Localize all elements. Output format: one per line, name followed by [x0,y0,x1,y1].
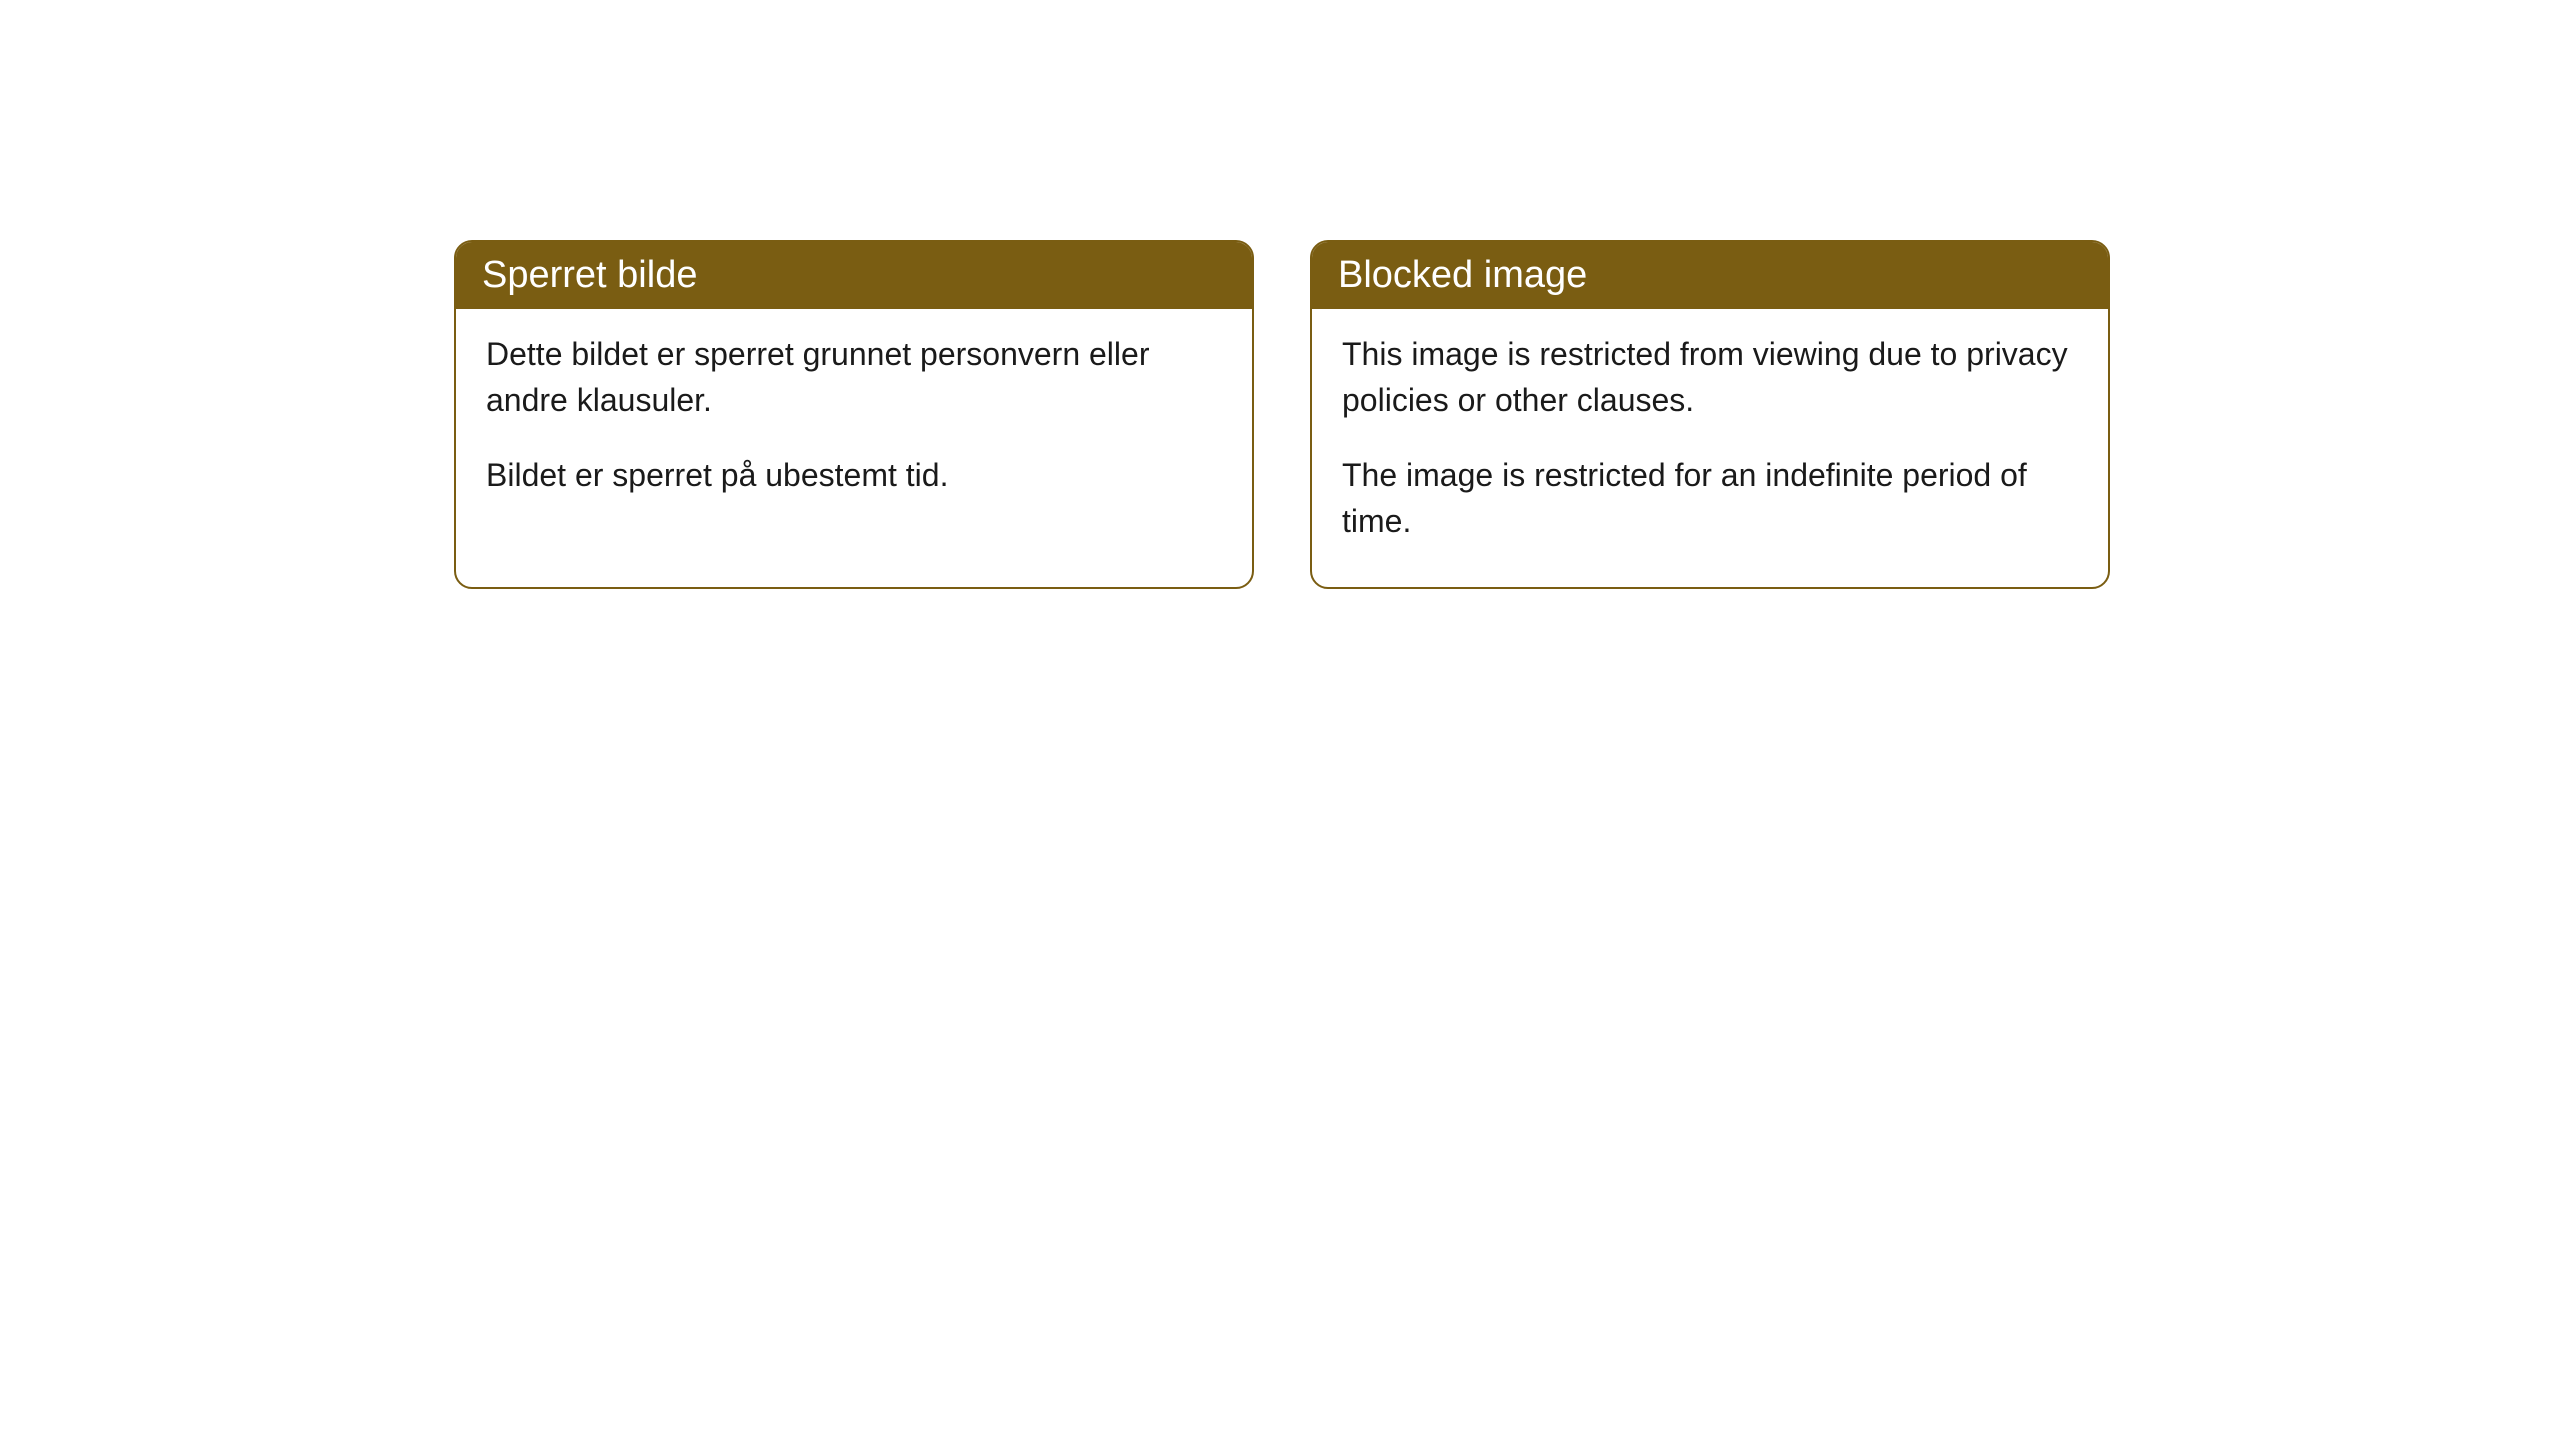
notice-card-norwegian: Sperret bilde Dette bildet er sperret gr… [454,240,1254,589]
card-paragraph: The image is restricted for an indefinit… [1342,452,2078,545]
card-paragraph: Bildet er sperret på ubestemt tid. [486,452,1222,498]
card-title: Blocked image [1338,254,1587,296]
card-header: Sperret bilde [456,242,1252,309]
notice-cards-container: Sperret bilde Dette bildet er sperret gr… [454,240,2110,589]
card-header: Blocked image [1312,242,2108,309]
card-paragraph: This image is restricted from viewing du… [1342,331,2078,424]
notice-card-english: Blocked image This image is restricted f… [1310,240,2110,589]
card-body: This image is restricted from viewing du… [1312,309,2108,587]
card-paragraph: Dette bildet er sperret grunnet personve… [486,331,1222,424]
card-title: Sperret bilde [482,254,697,296]
card-body: Dette bildet er sperret grunnet personve… [456,309,1252,540]
